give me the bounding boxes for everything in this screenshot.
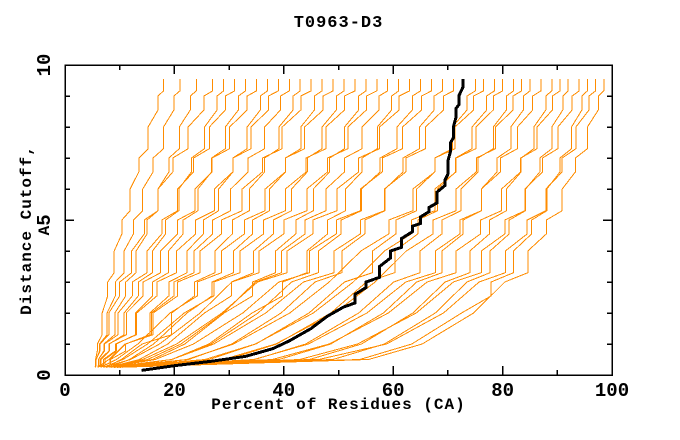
y-tick-label: 0 [34, 369, 56, 380]
model-curve [97, 78, 279, 368]
model-curve [103, 78, 356, 368]
x-axis-label: Percent of Residues (CA) [211, 396, 466, 414]
model-curve [97, 78, 236, 368]
model-curve [95, 78, 181, 368]
y-tick-label: 5 [34, 214, 56, 225]
model-curve [108, 78, 432, 368]
chart-title: T0963-D3 [293, 14, 384, 33]
x-tick-label: 80 [491, 380, 514, 402]
model-curve [119, 78, 588, 368]
model-curve [119, 78, 476, 368]
model-curve [116, 78, 443, 368]
model-curve [103, 78, 290, 368]
model-curve [114, 78, 422, 368]
model-curve [97, 78, 257, 368]
model-curve [103, 78, 378, 368]
x-tick-label: 40 [272, 380, 295, 402]
highlighted-curve [141, 78, 465, 372]
model-curve [116, 78, 542, 368]
model-curve [111, 78, 367, 368]
model-curve [97, 78, 312, 368]
model-curve [122, 78, 514, 368]
model-curve [100, 78, 334, 368]
x-tick-label: 60 [382, 380, 405, 402]
model-curve [108, 78, 389, 368]
x-tick-label: 20 [163, 380, 186, 402]
model-curve [108, 78, 345, 368]
model-curve [105, 78, 411, 368]
model-curve [114, 78, 504, 368]
model-curve [108, 78, 454, 368]
y-tick-label: 10 [34, 54, 56, 77]
model-curve [114, 78, 597, 368]
model-curve [119, 78, 580, 368]
model-curve [119, 78, 553, 368]
model-curve [94, 78, 164, 368]
model-curve [111, 78, 484, 368]
x-tick-label: 0 [59, 380, 70, 402]
model-curve [94, 78, 214, 368]
model-curve [119, 78, 561, 368]
model-curve [119, 78, 495, 368]
model-curve [116, 78, 569, 368]
model-curve [108, 78, 323, 368]
model-curve [114, 78, 400, 368]
model-curve [119, 78, 531, 368]
model-curve [102, 78, 246, 368]
model-curve [119, 78, 605, 368]
x-tick-label: 100 [595, 380, 629, 402]
model-curve [97, 78, 197, 368]
model-curve [105, 78, 268, 368]
